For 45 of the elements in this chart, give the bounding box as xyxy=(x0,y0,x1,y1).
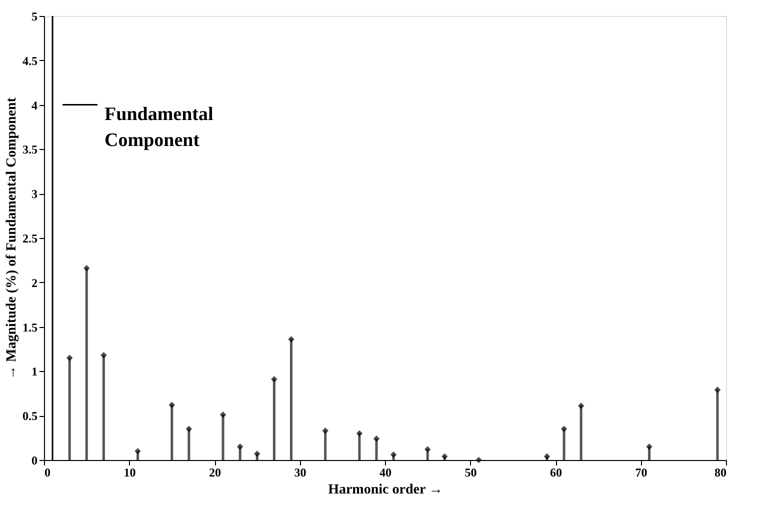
y-tick-label: 2 xyxy=(32,276,38,290)
point xyxy=(322,428,328,434)
x-tick-label: 80 xyxy=(714,466,726,480)
y-tick-label: 3 xyxy=(32,187,38,202)
x-tick-label: 10 xyxy=(124,466,136,480)
point xyxy=(288,336,294,342)
point xyxy=(646,444,652,450)
point xyxy=(356,430,363,437)
point xyxy=(254,450,260,457)
y-tick-label: 4 xyxy=(32,98,38,112)
y-tick-label: 0.5 xyxy=(22,409,38,424)
annotation: Fundamental Component xyxy=(104,104,214,151)
x-tick-label: 40 xyxy=(380,466,392,480)
point xyxy=(236,444,244,450)
x-tick-label: 60 xyxy=(550,466,562,480)
x-tick-label: 50 xyxy=(464,466,477,480)
point xyxy=(544,453,550,460)
y-tick-label: 4.5 xyxy=(22,54,38,68)
x-tick-label: 30 xyxy=(294,466,306,480)
point xyxy=(714,386,721,394)
point xyxy=(442,453,448,460)
y-axis-title: → Magnitude (%) of Fundamental Component xyxy=(4,97,20,380)
point xyxy=(560,426,568,432)
x-axis-title: Harmonic order → xyxy=(328,482,443,498)
point xyxy=(134,448,141,454)
y-tick-label: 2.5 xyxy=(22,232,38,246)
point xyxy=(83,265,90,272)
y-tick-label: 0 xyxy=(32,454,38,468)
point xyxy=(66,354,73,362)
x-tick-label: 0 xyxy=(44,466,50,480)
point xyxy=(578,402,584,409)
point xyxy=(390,452,397,458)
y-tick-label: 1 xyxy=(32,364,38,379)
point xyxy=(424,446,431,453)
point xyxy=(373,436,380,442)
point xyxy=(100,352,107,358)
point xyxy=(168,402,176,408)
point xyxy=(220,412,226,418)
y-tick-label: 5 xyxy=(32,10,38,24)
y-tick-label: 1.5 xyxy=(22,320,38,334)
x-tick-label: 70 xyxy=(635,466,648,480)
point xyxy=(271,376,278,382)
x-tick-label: 20 xyxy=(209,466,221,480)
y-tick-label: 3.5 xyxy=(22,142,38,157)
point xyxy=(186,426,192,432)
